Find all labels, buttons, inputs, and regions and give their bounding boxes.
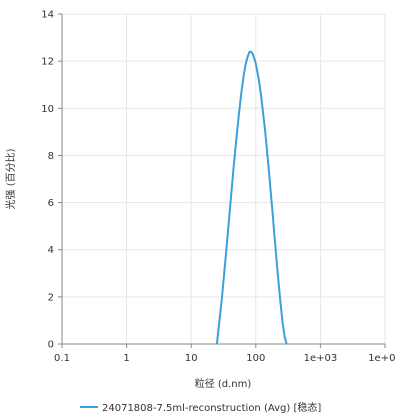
- series-line: [215, 50, 288, 345]
- y-tick-label: 4: [48, 245, 54, 256]
- axes: [61, 14, 385, 345]
- series-lines: [215, 50, 288, 345]
- y-tick-label: 8: [48, 151, 54, 162]
- y-tick-label: 12: [41, 57, 54, 68]
- x-axis-label: 粒径 (d.nm): [195, 377, 252, 390]
- legend-entry: 24071808-7.5ml-reconstruction (Avg) [稳态]: [102, 401, 321, 414]
- x-tick-label: 100: [246, 353, 265, 364]
- x-tick-label: 1e+04: [368, 353, 396, 364]
- y-tick-labels: 0 2 4 6 8 10 12 14: [41, 10, 62, 351]
- y-tick-label: 10: [41, 104, 54, 115]
- y-tick-label: 6: [48, 198, 54, 209]
- y-axis-label: 光强 (百分比): [4, 148, 17, 209]
- y-tick-label: 2: [48, 292, 54, 303]
- x-tick-label: 1e+03: [304, 353, 338, 364]
- y-tick-label: 14: [41, 10, 54, 21]
- x-tick-label: 0.1: [54, 353, 70, 364]
- y-tick-label: 0: [48, 340, 54, 351]
- legend: 24071808-7.5ml-reconstruction (Avg) [稳态]: [80, 401, 321, 414]
- x-tick-labels: 0.1 1 10 100 1e+03 1e+04: [54, 344, 396, 364]
- x-tick-label: 10: [185, 353, 198, 364]
- grid: [61, 13, 386, 345]
- x-tick-label: 1: [123, 353, 129, 364]
